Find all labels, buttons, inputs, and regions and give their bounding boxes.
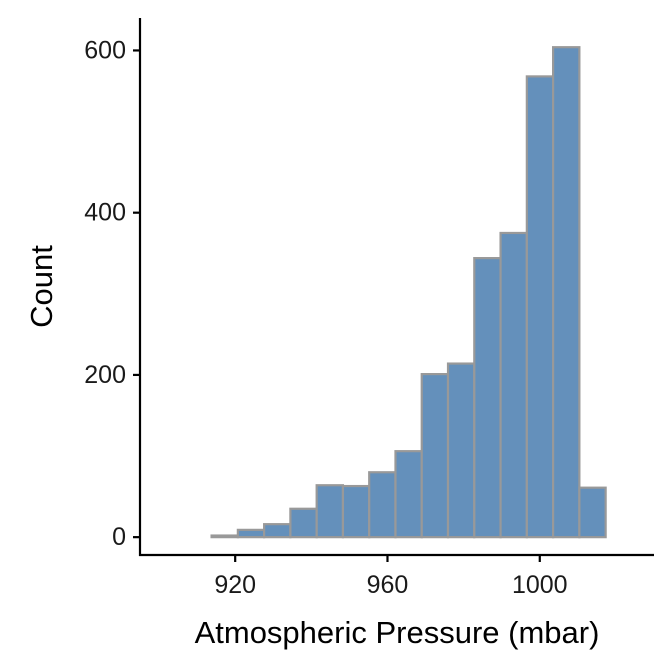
histogram-bar (263, 523, 292, 539)
histogram-bar (315, 484, 345, 539)
y-tick-label: 200 (84, 361, 126, 389)
histogram-bar (236, 528, 266, 539)
histogram-bar (446, 362, 476, 539)
x-tick-label: 960 (367, 571, 409, 599)
histogram-bar (394, 450, 423, 539)
histogram-bar (289, 507, 318, 539)
y-tick-label: 600 (84, 36, 126, 64)
histogram-bar (420, 373, 450, 539)
histogram-bar (341, 484, 371, 539)
histogram-bar (473, 257, 502, 539)
bars-group (210, 46, 607, 539)
histogram-bar (499, 231, 528, 539)
y-tick-label: 400 (84, 199, 126, 227)
x-ticks-group: 920 960 1000 (214, 555, 568, 599)
histogram-bar (368, 471, 397, 539)
x-tick-label: 920 (214, 571, 256, 599)
y-tick-label: 0 (112, 523, 126, 551)
x-axis-title: Atmospheric Pressure (mbar) (195, 615, 600, 650)
histogram-bar (578, 486, 607, 539)
x-tick-label: 1000 (512, 571, 568, 599)
histogram-bar (552, 46, 581, 539)
y-ticks-group: 0 200 400 600 (84, 36, 140, 551)
axes-group (138, 18, 654, 557)
y-axis-title: Count (24, 245, 59, 328)
histogram-bar (525, 75, 555, 539)
histogram-bar (210, 534, 239, 539)
